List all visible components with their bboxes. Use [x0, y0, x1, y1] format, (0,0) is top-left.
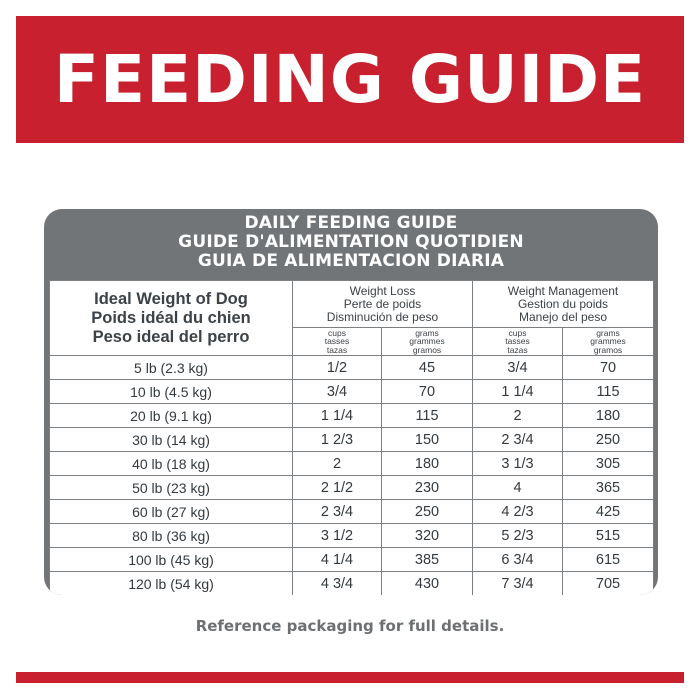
mgmt-grams-cell: 705	[561, 571, 655, 595]
card-title-line-en: DAILY FEEDING GUIDE	[244, 212, 458, 233]
weight-cell: 100 lb (45 kg)	[49, 547, 293, 572]
table-row: 30 lb (14 kg) 1 2/3 150 2 3/4 250	[49, 427, 655, 452]
mgmt-cups-cell: 2 3/4	[472, 427, 563, 452]
mgmt-cups-cell: 3 1/3	[472, 451, 563, 476]
loss-cups-cell: 1 2/3	[292, 427, 382, 452]
unit-grams-es: gramos	[412, 344, 442, 355]
unit-grams-es: gramos	[593, 344, 623, 355]
unit-grams-en: grams	[596, 327, 620, 338]
loss-cups-cell: 4 1/4	[292, 547, 382, 572]
weight-loss-header-en: Weight Loss	[349, 283, 416, 298]
loss-grams-cell: 430	[381, 571, 473, 595]
table-row: 20 lb (9.1 kg) 1 1/4 115 2 180	[49, 403, 655, 428]
weight-loss-header-es: Disminución de peso	[326, 309, 439, 324]
weight-cell: 10 lb (4.5 kg)	[49, 379, 293, 404]
banner-title: FEEDING GUIDE	[53, 40, 647, 118]
mgmt-cups-cell: 6 3/4	[472, 547, 563, 572]
loss-cups-cell: 1 1/4	[292, 403, 382, 428]
weight-loss-header-fr: Perte de poids	[343, 296, 422, 311]
mgmt-grams-cell: 515	[561, 523, 655, 548]
table-row: 10 lb (4.5 kg) 3/4 70 1 1/4 115	[49, 379, 655, 404]
unit-cups-fr: tasses	[324, 336, 350, 347]
card-title-line-fr: GUIDE D'ALIMENTATION QUOTIDIEN	[178, 231, 524, 252]
weight-cell: 50 lb (23 kg)	[49, 475, 293, 500]
loss-cups-cell: 4 3/4	[292, 571, 382, 595]
feeding-guide-banner: FEEDING GUIDE	[16, 16, 684, 143]
weight-cell: 40 lb (18 kg)	[49, 451, 293, 476]
mgmt-cups-cell: 5 2/3	[472, 523, 563, 548]
table-row: 40 lb (18 kg) 2 180 3 1/3 305	[49, 451, 655, 476]
table-row: 80 lb (36 kg) 3 1/2 320 5 2/3 515	[49, 523, 655, 548]
weight-cell: 30 lb (14 kg)	[49, 427, 293, 452]
loss-grams-cell: 70	[381, 379, 473, 404]
mgmt-grams-cell: 615	[561, 547, 655, 572]
loss-cups-unit-header: cups tasses tazas	[292, 327, 382, 356]
bottom-red-bar	[16, 672, 684, 683]
mgmt-cups-cell: 3/4	[472, 355, 563, 380]
loss-cups-cell: 1/2	[292, 355, 382, 380]
table-row: 5 lb (2.3 kg) 1/2 45 3/4 70	[49, 355, 655, 380]
table-row: 100 lb (45 kg) 4 1/4 385 6 3/4 615	[49, 547, 655, 572]
loss-cups-cell: 2 3/4	[292, 499, 382, 524]
feeding-table: Ideal Weight of Dog Poids idéal du chien…	[49, 280, 655, 595]
unit-cups-en: cups	[328, 327, 346, 338]
mgmt-grams-cell: 250	[561, 427, 655, 452]
mgmt-cups-cell: 4 2/3	[472, 499, 563, 524]
card-title: DAILY FEEDING GUIDE GUIDE D'ALIMENTATION…	[44, 209, 658, 275]
loss-grams-cell: 250	[381, 499, 473, 524]
mgmt-grams-cell: 305	[561, 451, 655, 476]
mgmt-cups-cell: 4	[472, 475, 563, 500]
unit-grams-en: grams	[415, 327, 439, 338]
unit-cups-en: cups	[508, 327, 527, 338]
loss-grams-cell: 45	[381, 355, 473, 380]
feeding-guide-card: DAILY FEEDING GUIDE GUIDE D'ALIMENTATION…	[44, 209, 658, 595]
loss-cups-cell: 3/4	[292, 379, 382, 404]
footer-note: Reference packaging for full details.	[195, 617, 505, 635]
loss-grams-cell: 150	[381, 427, 473, 452]
card-title-line-es: GUIA DE ALIMENTACION DIARIA	[197, 250, 505, 271]
mgmt-grams-cell: 425	[561, 499, 655, 524]
loss-grams-cell: 320	[381, 523, 473, 548]
weight-cell: 60 lb (27 kg)	[49, 499, 293, 524]
loss-cups-cell: 2 1/2	[292, 475, 382, 500]
table-row: 60 lb (27 kg) 2 3/4 250 4 2/3 425	[49, 499, 655, 524]
loss-cups-cell: 3 1/2	[292, 523, 382, 548]
weight-cell: 5 lb (2.3 kg)	[49, 355, 293, 380]
mgmt-grams-unit-header: grams grammes gramos	[561, 327, 655, 356]
loss-grams-cell: 385	[381, 547, 473, 572]
ideal-weight-header-en: Ideal Weight of Dog	[94, 289, 248, 308]
unit-grams-fr: grammes	[409, 336, 445, 347]
weight-management-header-fr: Gestion du poids	[517, 296, 609, 311]
mgmt-cups-cell: 7 3/4	[472, 571, 563, 595]
weight-management-header-es: Manejo del peso	[518, 309, 608, 324]
loss-grams-cell: 115	[381, 403, 473, 428]
feeding-table-body: 5 lb (2.3 kg) 1/2 45 3/4 70 10 lb (4.5 kg) 3/4…	[49, 355, 655, 595]
mgmt-cups-cell: 1 1/4	[472, 379, 563, 404]
unit-cups-es: tazas	[507, 344, 528, 355]
loss-grams-cell: 230	[381, 475, 473, 500]
loss-grams-unit-header: grams grammes gramos	[381, 327, 473, 356]
unit-cups-es: tazas	[326, 344, 348, 355]
weight-cell: 80 lb (36 kg)	[49, 523, 293, 548]
weight-loss-header: Weight Loss Perte de poids Disminución d…	[292, 280, 473, 328]
mgmt-cups-cell: 2	[472, 403, 563, 428]
loss-grams-cell: 180	[381, 451, 473, 476]
weight-cell: 20 lb (9.1 kg)	[49, 403, 293, 428]
weight-management-header-en: Weight Management	[507, 283, 619, 298]
table-row: 50 lb (23 kg) 2 1/2 230 4 365	[49, 475, 655, 500]
ideal-weight-header-fr: Poids idéal du chien	[91, 308, 251, 327]
mgmt-cups-unit-header: cups tasses tazas	[472, 327, 563, 356]
mgmt-grams-cell: 70	[561, 355, 655, 380]
weight-management-header: Weight Management Gestion du poids Manej…	[471, 280, 655, 328]
ideal-weight-header: Ideal Weight of Dog Poids idéal du chien…	[49, 280, 293, 356]
loss-cups-cell: 2	[292, 451, 382, 476]
mgmt-grams-cell: 115	[561, 379, 655, 404]
table-row: 120 lb (54 kg) 4 3/4 430 7 3/4 705	[49, 571, 655, 595]
mgmt-grams-cell: 365	[561, 475, 655, 500]
unit-cups-fr: tasses	[505, 336, 530, 347]
unit-grams-fr: grammes	[590, 336, 626, 347]
mgmt-grams-cell: 180	[561, 403, 655, 428]
ideal-weight-header-es: Peso ideal del perro	[92, 327, 250, 346]
weight-cell: 120 lb (54 kg)	[49, 571, 293, 595]
